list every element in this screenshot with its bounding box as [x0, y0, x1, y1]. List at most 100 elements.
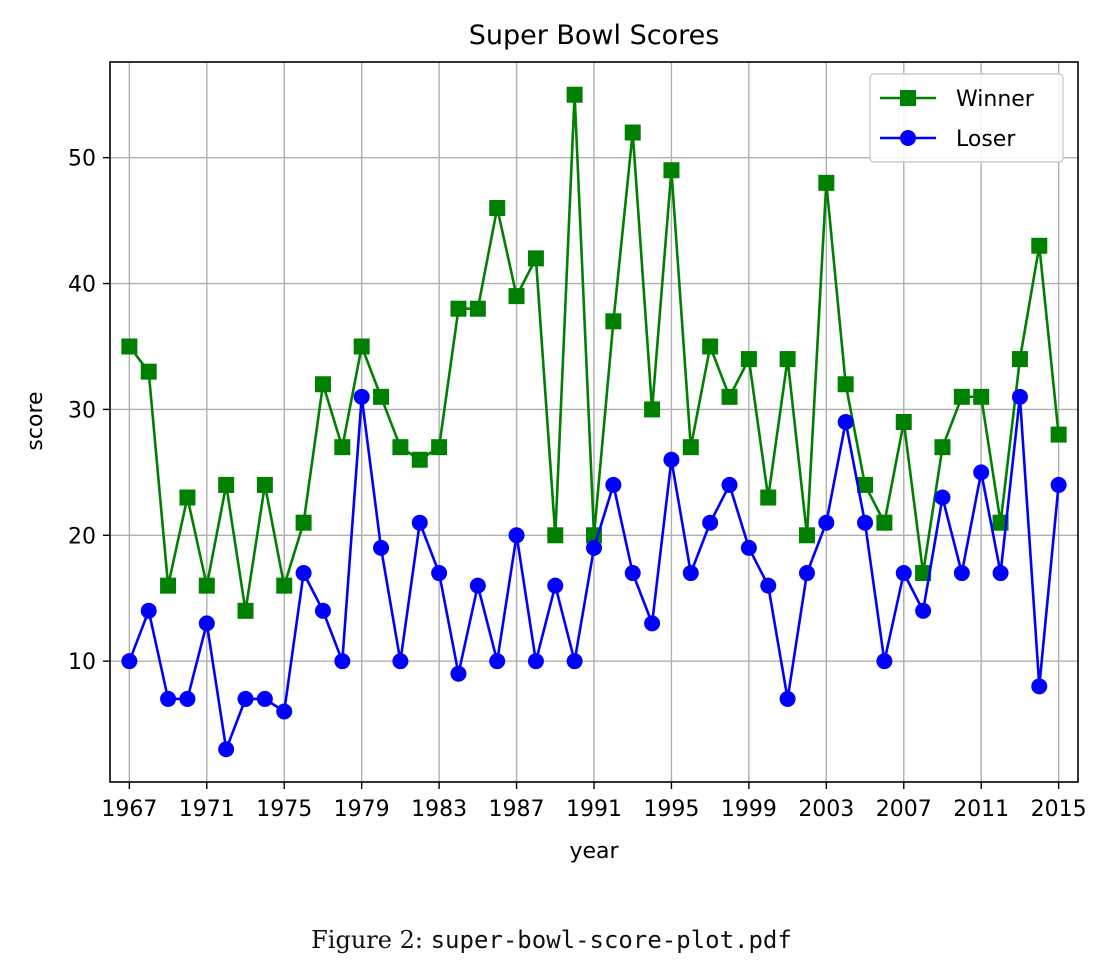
caption-filename: super-bowl-score-plot.pdf	[430, 926, 792, 954]
winner-data-point	[1011, 351, 1028, 368]
winner-data-point	[1031, 237, 1048, 254]
winner-data-point	[973, 388, 990, 405]
loser-data-point	[508, 527, 525, 544]
loser-data-point	[586, 539, 602, 556]
loser-data-point	[721, 476, 738, 493]
winner-data-point	[934, 439, 951, 456]
loser-data-point	[392, 653, 409, 670]
loser-data-point	[605, 476, 622, 493]
loser-data-point	[469, 577, 486, 594]
winner-data-point	[837, 376, 854, 393]
loser-data-point	[411, 514, 428, 531]
winner-data-point	[489, 200, 506, 217]
winner-data-point	[431, 439, 448, 456]
x-tick-label: 2007	[876, 797, 932, 822]
winner-data-point	[876, 514, 893, 531]
y-tick-label: 40	[68, 273, 96, 298]
loser-data-point	[276, 703, 293, 720]
x-tick-label: 1983	[411, 797, 467, 822]
loser-data-point	[1050, 476, 1067, 493]
winner-data-point	[218, 476, 235, 493]
loser-data-point	[373, 539, 390, 556]
loser-data-point	[895, 565, 912, 582]
winner-data-point	[295, 514, 312, 531]
winner-data-point	[450, 300, 467, 317]
winner-data-point	[566, 86, 583, 103]
winner-data-point	[334, 439, 351, 456]
winner-data-point	[140, 363, 157, 380]
winner-data-point	[663, 162, 680, 179]
loser-data-point	[992, 565, 1009, 582]
grid-lines	[110, 62, 1078, 782]
y-tick-label: 20	[68, 524, 96, 549]
winner-data-point	[160, 577, 177, 594]
x-tick-label: 1975	[256, 797, 312, 822]
y-tick-label: 30	[68, 398, 96, 423]
winner-data-point	[508, 288, 525, 305]
winner-data-point	[237, 602, 254, 619]
winner-legend-marker	[900, 90, 916, 106]
winner-data-point	[624, 124, 641, 141]
x-tick-label: 2003	[798, 797, 854, 822]
winner-data-point	[895, 414, 912, 430]
line-chart: 1967 1971 1975 1979 1983 1987 1991 1995 1999 2003…	[23, 20, 1087, 864]
x-tick-label: 2011	[953, 797, 1009, 822]
x-tick-label: 1971	[179, 797, 235, 822]
loser-legend-marker	[900, 130, 916, 146]
winner-data-point	[798, 527, 815, 544]
loser-data-point	[295, 565, 312, 582]
x-tick-label: 1995	[643, 797, 699, 822]
loser-data-point	[915, 602, 932, 619]
loser-data-point	[876, 653, 893, 670]
winner-data-point	[276, 577, 293, 594]
loser-data-point	[198, 615, 215, 632]
x-tick-label: 1967	[101, 797, 157, 822]
winner-data-point	[353, 338, 370, 355]
loser-data-point	[644, 615, 661, 632]
loser-data-point	[450, 665, 467, 682]
winner-legend-label: Winner	[956, 87, 1035, 112]
y-tick-label: 10	[68, 650, 96, 675]
loser-data-point	[857, 514, 874, 531]
x-tick-label: 1979	[334, 797, 390, 822]
loser-data-point	[566, 653, 583, 670]
loser-data-point	[314, 602, 331, 619]
x-tick-label: 1999	[721, 797, 777, 822]
winner-data-point	[256, 476, 273, 493]
winner-data-point	[605, 313, 622, 330]
loser-data-point	[256, 690, 273, 707]
winner-data-point	[198, 577, 215, 594]
loser-data-point	[431, 565, 448, 582]
winner-data-point	[953, 388, 970, 405]
chart-title: Super Bowl Scores	[469, 20, 720, 51]
x-axis-label: year	[569, 839, 619, 864]
loser-data-point	[527, 653, 544, 670]
winner-data-point	[779, 351, 796, 368]
loser-data-point	[237, 690, 254, 707]
winner-data-point	[760, 489, 777, 506]
y-tick-label: 50	[68, 147, 96, 172]
loser-data-point	[837, 414, 854, 430]
winner-data-point	[740, 351, 757, 368]
loser-data-point	[934, 489, 951, 506]
winner-data-point	[121, 338, 138, 355]
winner-data-point	[857, 476, 874, 493]
loser-data-point	[179, 690, 196, 707]
winner-data-point	[915, 565, 932, 582]
winner-data-point	[818, 174, 835, 191]
loser-data-point	[489, 653, 506, 670]
winner-data-point	[314, 376, 331, 393]
winner-data-point	[721, 388, 738, 405]
x-tick-label: 1987	[489, 797, 545, 822]
data-series	[121, 86, 1067, 758]
loser-data-point	[334, 653, 351, 670]
winner-data-point	[547, 527, 564, 544]
x-tick-label: 2015	[1031, 797, 1087, 822]
loser-data-point	[353, 388, 370, 405]
winner-data-point	[392, 439, 409, 456]
winner-data-point	[373, 388, 390, 405]
loser-data-point	[547, 577, 564, 594]
y-axis-label: score	[23, 391, 48, 450]
loser-data-point	[1031, 678, 1048, 695]
loser-legend-label: Loser	[956, 127, 1016, 152]
